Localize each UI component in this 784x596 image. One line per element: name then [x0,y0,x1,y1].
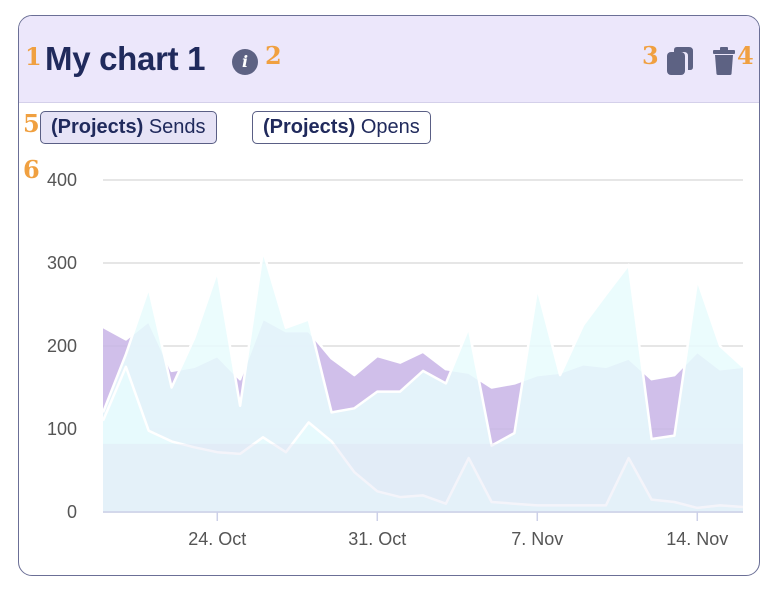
x-tick-label: 7. Nov [511,529,563,549]
area-chart: 0 100 200 300 400 24. Oct 31. Oct 7. Nov 14. Nov [47,170,744,549]
legend-prefix: (Projects) [51,116,144,138]
y-tick-label: 100 [47,419,77,439]
series-line-third [101,365,744,510]
legend-item-sends[interactable]: (Projects) Sends [40,111,217,144]
legend-item-opens[interactable]: (Projects) Opens [252,111,431,144]
marker-4: 4 [737,41,754,70]
y-tick-label: 0 [67,502,77,522]
copy-icon[interactable] [667,47,693,75]
marker-2: 2 [265,41,282,70]
y-tick-label: 300 [47,253,77,273]
chart-card: 1 My chart 1 i 2 3 4 5 (Projects) Sends … [18,15,760,576]
x-tick-label: 24. Oct [188,529,246,549]
marker-6: 6 [23,155,40,184]
legend-prefix: (Projects) [263,116,356,138]
series-line-opens [101,249,744,447]
chart-title[interactable]: My chart 1 [45,40,206,77]
legend-label: Opens [360,116,420,138]
marker-1: 1 [25,42,42,71]
x-tick-label: 14. Nov [666,529,728,549]
y-tick-label: 200 [47,336,77,356]
marker-3: 3 [642,41,659,70]
overlay-band [103,443,743,512]
marker-5: 5 [23,109,40,138]
card-header: 1 My chart 1 i 2 3 4 [19,16,759,103]
legend-label: Sends [148,116,206,138]
x-tick-label: 31. Oct [348,529,406,549]
y-tick-label: 400 [47,170,77,190]
trash-icon[interactable] [713,47,735,75]
series-area-third [103,366,743,512]
info-icon[interactable]: i [232,49,258,75]
